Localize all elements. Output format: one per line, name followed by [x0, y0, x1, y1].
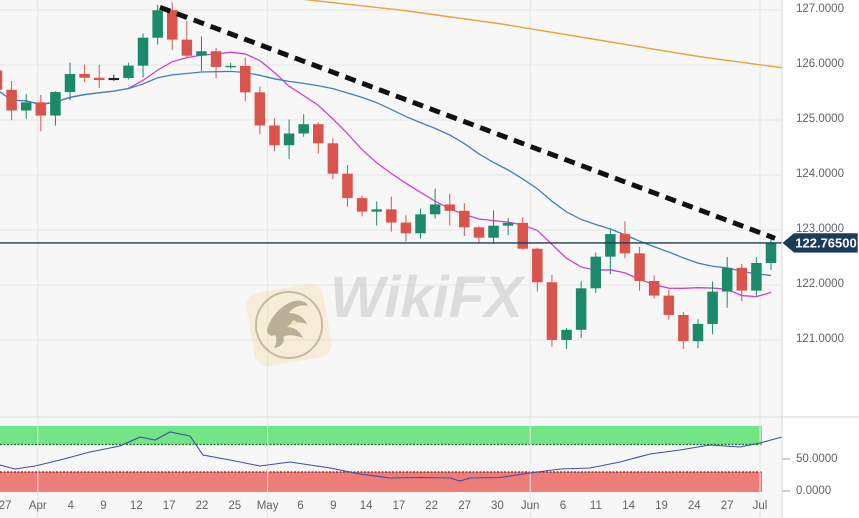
svg-text:122.76500: 122.76500 [795, 235, 856, 250]
